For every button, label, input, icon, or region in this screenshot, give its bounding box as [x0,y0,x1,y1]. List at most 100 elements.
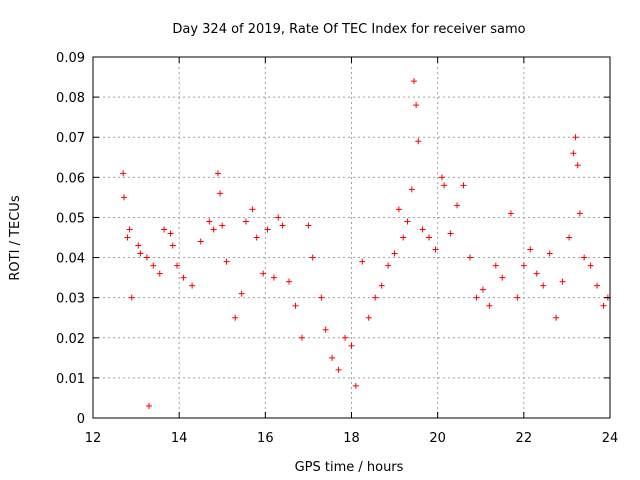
data-point [559,278,566,285]
x-tick-label: 18 [343,431,360,446]
data-point [499,274,506,281]
data-point [143,254,150,261]
data-point [574,162,581,169]
data-point [419,226,426,233]
y-tick-label: 0.03 [56,292,85,307]
data-point [594,282,601,289]
data-point [286,278,293,285]
data-point [540,282,547,289]
data-point [197,238,204,245]
data-point [566,234,573,241]
x-axis-label: GPS time / hours [295,460,404,475]
data-point [135,242,142,249]
data-point [385,262,392,269]
data-point [249,206,256,213]
data-point [572,134,579,141]
data-point [587,262,594,269]
data-point [348,342,355,349]
data-point [169,242,176,249]
data-point [473,294,480,301]
data-point [156,270,163,277]
data-point [438,174,445,181]
y-tick-label: 0.08 [56,91,85,106]
data-point [223,258,230,265]
data-point [466,254,473,261]
data-point [238,290,245,297]
data-point [219,222,226,229]
data-point [206,218,213,225]
data-point [342,334,349,341]
data-point [298,334,305,341]
data-point [161,226,168,233]
data-points [120,78,611,409]
data-point [335,366,342,373]
data-point [514,294,521,301]
y-tick-label: 0.07 [56,131,85,146]
data-point [378,282,385,289]
data-point [570,150,577,157]
data-point [520,262,527,269]
data-point [146,402,153,409]
data-point [395,206,402,213]
data-point [275,214,282,221]
data-point [372,294,379,301]
data-point [404,218,411,225]
data-point [217,190,224,197]
data-point [137,250,144,257]
data-point [533,270,540,277]
x-axis-ticks: 12 14 16 18 20 22 24 [85,57,618,446]
data-point [180,274,187,281]
y-tick-label: 0.01 [56,372,85,387]
data-point [322,326,329,333]
data-point [600,302,607,309]
data-point [329,354,336,361]
data-point [150,262,157,269]
x-tick-label: 22 [516,431,533,446]
data-point [352,382,359,389]
data-point [292,302,299,309]
data-point [426,234,433,241]
data-point [460,182,467,189]
data-point [400,234,407,241]
data-point [432,246,439,253]
data-point [527,246,534,253]
y-tick-label: 0 [77,412,85,427]
data-point [174,262,181,269]
x-tick-label: 12 [85,431,102,446]
data-point [581,254,588,261]
data-point [410,78,417,85]
data-point [124,234,131,241]
data-point [189,282,196,289]
y-tick-label: 0.04 [56,252,85,267]
data-point [553,314,560,321]
y-tick-label: 0.02 [56,332,85,347]
data-point [408,186,415,193]
data-point [441,182,448,189]
data-point [279,222,286,229]
data-point [264,226,271,233]
x-tick-label: 14 [171,431,188,446]
data-point [576,210,583,217]
data-point [121,194,128,201]
data-point [126,226,133,233]
data-point [120,170,127,177]
x-tick-label: 16 [257,431,274,446]
data-point [359,258,366,265]
y-tick-label: 0.06 [56,171,85,186]
data-point [546,250,553,257]
y-tick-label: 0.05 [56,211,85,226]
data-point [507,210,514,217]
data-point [253,234,260,241]
data-point [242,218,249,225]
chart-title: Day 324 of 2019, Rate Of TEC Index for r… [172,22,525,37]
data-point [318,294,325,301]
data-point [447,230,454,237]
data-point [486,302,493,309]
x-tick-label: 20 [429,431,446,446]
data-point [232,314,239,321]
data-point [167,230,174,237]
y-axis-ticks: 0 0.01 0.02 0.03 0.04 0.05 0.06 0.07 0.08 0.09 [56,51,610,427]
data-point [214,170,221,177]
data-point [128,294,135,301]
